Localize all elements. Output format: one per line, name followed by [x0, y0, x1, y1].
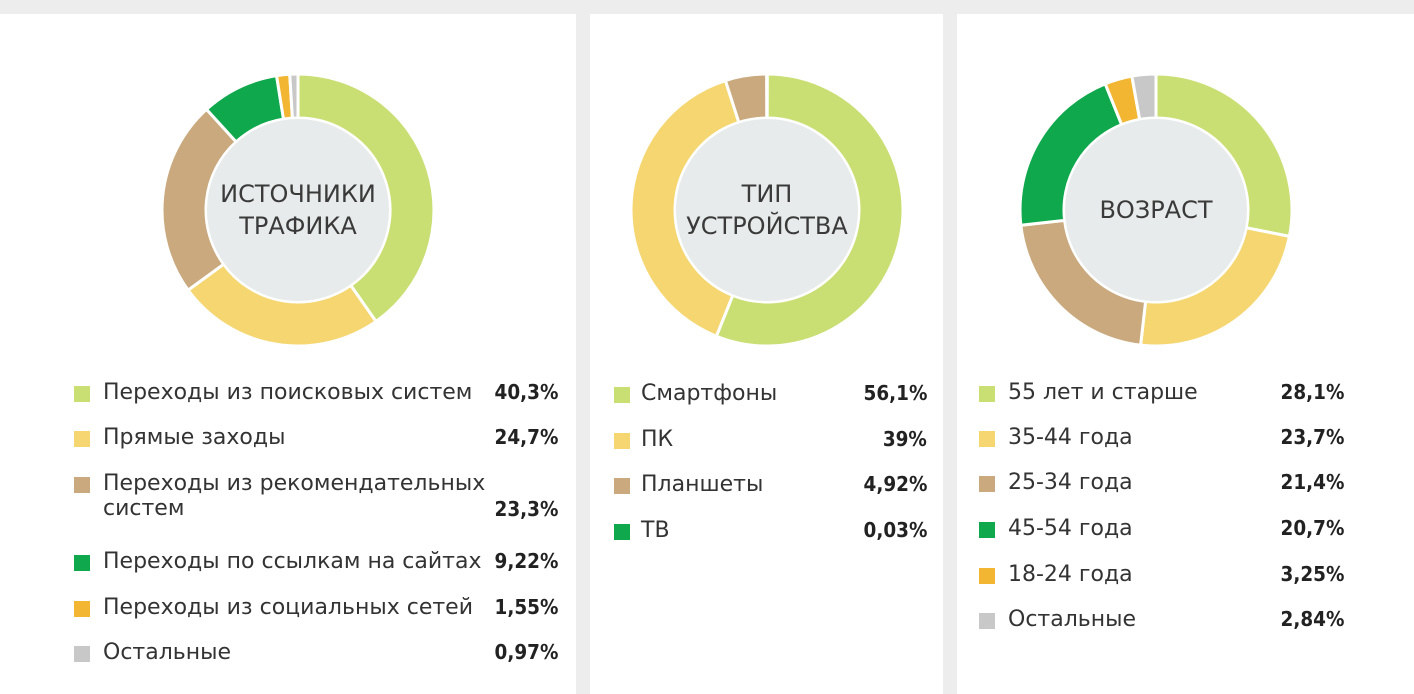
age-legend-label-line: 55 лет и старше [1008, 380, 1198, 405]
traffic-sources-legend-label: Переходы из рекомендательных систем [103, 471, 485, 521]
traffic-sources-legend-value: 24,7% [494, 425, 558, 449]
age-legend-label: 45-54 года [1008, 516, 1133, 541]
age-legend-label-line: Остальные [1008, 607, 1137, 632]
traffic-sources-legend-label: Остальные [103, 640, 231, 665]
traffic-sources-legend-swatch [74, 646, 90, 662]
age-legend-value: 28,1% [1280, 380, 1344, 404]
device-type-slice-1 [714, 72, 905, 348]
age-legend-label-line: 35-44 года [1008, 425, 1133, 450]
device-type-legend-value: 56,1% [863, 381, 927, 405]
traffic-sources-legend-label: Переходы из социальных сетей [103, 595, 473, 620]
age-legend-value: 23,7% [1280, 425, 1344, 449]
device-type-legend-label: Планшеты [641, 472, 763, 497]
device-type-donut: ТИП УСТРОЙСТВА [627, 70, 907, 350]
age-legend-value: 2,84% [1280, 607, 1344, 631]
device-type-legend-swatch [614, 524, 630, 540]
age-legend-label-line: 25-34 года [1008, 470, 1133, 495]
age-donut-svg [1018, 72, 1294, 348]
device-type-panel: ТИП УСТРОЙСТВА Смартфоны 56,1% ПК 39% Планше… [590, 14, 943, 694]
device-type-legend-label: Смартфоны [641, 381, 777, 406]
age-legend-swatch [979, 613, 995, 629]
age-legend-value: 20,7% [1280, 516, 1344, 540]
device-type-donut-center [676, 119, 858, 301]
device-type-donut-svg [629, 72, 905, 348]
device-type-legend-swatch [614, 387, 630, 403]
age-legend-swatch [979, 431, 995, 447]
traffic-sources-slice-6 [288, 72, 300, 120]
age-panel: ВОЗРАСТ 55 лет и старше 28,1% 35-44 года 23… [957, 14, 1414, 694]
device-type-legend-value: 0,03% [863, 518, 927, 542]
traffic-sources-slice-1 [296, 72, 436, 324]
traffic-sources-legend-label-line: Остальные [103, 640, 232, 665]
age-legend-swatch [979, 476, 995, 492]
age-legend-value: 3,25% [1280, 562, 1344, 586]
device-type-legend-label-line: ПК [641, 427, 674, 452]
traffic-sources-legend-label-line: Переходы по ссылкам на сайтах [103, 549, 482, 574]
age-slice-6 [1130, 72, 1158, 122]
traffic-sources-legend-swatch [74, 431, 90, 447]
traffic-sources-legend-label-line: Переходы из рекомендательных [103, 471, 486, 496]
age-legend-label: 18-24 года [1008, 562, 1133, 587]
age-legend-swatch [979, 568, 995, 584]
traffic-sources-legend-label: Прямые заходы [103, 425, 285, 450]
traffic-sources-legend-value: 23,3% [494, 497, 558, 521]
traffic-sources-legend-swatch [74, 555, 90, 571]
traffic-sources-panel: ИСТОЧНИКИ ТРАФИКА Переходы из поисковых … [0, 14, 576, 694]
age-legend-label: 35-44 года [1008, 425, 1133, 450]
traffic-sources-legend-swatch [74, 386, 90, 402]
traffic-sources-legend-label: Переходы из поисковых систем [103, 380, 472, 405]
age-donut: ВОЗРАСТ [1016, 70, 1296, 350]
traffic-sources-donut-svg [160, 72, 436, 348]
device-type-legend-label: ПК [641, 427, 673, 452]
age-legend-swatch [979, 522, 995, 538]
device-type-slice-4 [765, 72, 769, 120]
age-legend-value: 21,4% [1280, 470, 1344, 494]
traffic-sources-legend-value: 1,55% [494, 595, 558, 619]
device-type-legend-value: 39% [882, 427, 927, 451]
traffic-sources-legend-value: 9,22% [494, 549, 558, 573]
device-type-legend-label: ТВ [641, 518, 670, 543]
device-type-legend-swatch [614, 478, 630, 494]
traffic-sources-legend-label-line: Прямые заходы [103, 425, 286, 450]
device-type-legend-label-line: ТВ [641, 518, 670, 543]
device-type-legend-label-line: Планшеты [641, 472, 764, 497]
traffic-sources-legend-value: 0,97% [494, 640, 558, 664]
device-type-legend-label-line: Смартфоны [641, 381, 778, 406]
age-legend-label-line: 45-54 года [1008, 516, 1133, 541]
traffic-sources-donut: ИСТОЧНИКИ ТРАФИКА [158, 70, 438, 350]
age-legend-label: 25-34 года [1008, 470, 1133, 495]
traffic-sources-legend-label-line: Переходы из социальных сетей [103, 595, 474, 620]
traffic-sources-legend-swatch [74, 477, 90, 493]
traffic-sources-legend-label: Переходы по ссылкам на сайтах [103, 549, 482, 574]
age-legend-label: 55 лет и старше [1008, 380, 1198, 405]
traffic-sources-donut-center [207, 119, 389, 301]
device-type-slice-2 [629, 78, 741, 339]
age-donut-center [1065, 119, 1247, 301]
traffic-sources-legend-label-line: систем [103, 496, 185, 521]
age-legend-swatch [979, 386, 995, 402]
traffic-sources-legend-swatch [74, 601, 90, 617]
traffic-sources-legend-value: 40,3% [494, 380, 558, 404]
age-legend-label-line: 18-24 года [1008, 562, 1133, 587]
traffic-sources-legend-label-line: Переходы из поисковых систем [103, 380, 473, 405]
age-legend-label: Остальные [1008, 607, 1136, 632]
device-type-legend-swatch [614, 433, 630, 449]
device-type-legend-value: 4,92% [863, 472, 927, 496]
